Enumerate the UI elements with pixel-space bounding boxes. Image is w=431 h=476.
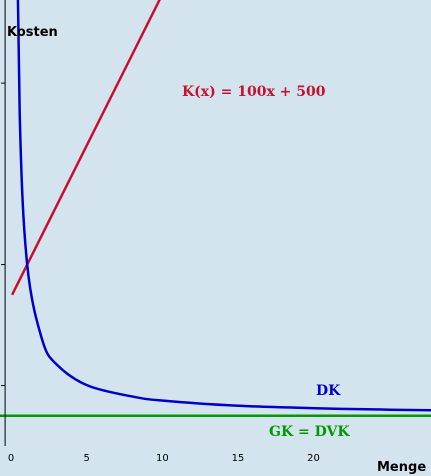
series-label-K: K(x) = 100x + 500	[182, 84, 326, 100]
series-label-GK: GK = DVK	[269, 424, 350, 440]
x-tick-label-5: 5	[84, 453, 90, 464]
x-tick-label-10: 10	[156, 453, 169, 464]
x-tick-label-15: 15	[232, 453, 245, 464]
series-label-DK: DK	[316, 383, 341, 399]
y-axis-title: Kosten	[7, 25, 58, 40]
y-ticks: 2006001200	[1, 82, 6, 387]
axes-layer: 2006001200 0 5 10 15 20	[1, 0, 320, 464]
x-ticks: 0 5 10 15 20	[8, 453, 320, 464]
x-tick-label-0: 0	[8, 453, 14, 464]
series-layer	[0, 0, 431, 418]
x-tick-label-20: 20	[307, 453, 320, 464]
series-line-K	[10, 0, 161, 296]
series-line-DK	[16, 0, 431, 412]
x-axis-title: Menge	[377, 460, 426, 475]
labels-layer: Kosten Menge K(x) = 100x + 500 DK GK = D…	[7, 25, 426, 475]
